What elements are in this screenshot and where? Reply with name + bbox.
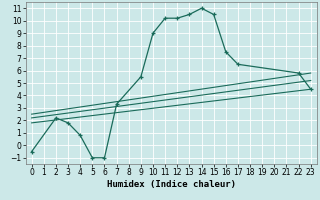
X-axis label: Humidex (Indice chaleur): Humidex (Indice chaleur): [107, 180, 236, 189]
